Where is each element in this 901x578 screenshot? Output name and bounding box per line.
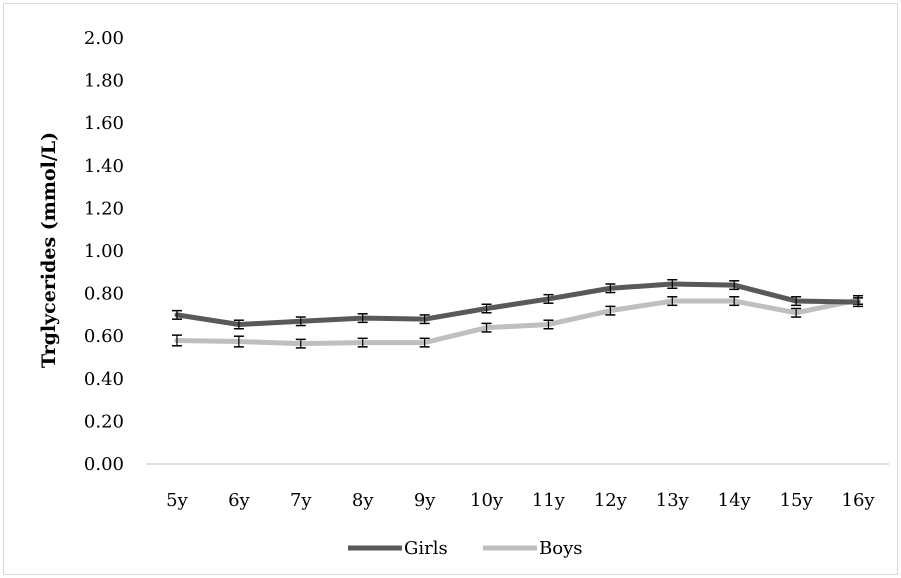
error-bar <box>853 297 864 308</box>
error-bar <box>729 280 740 291</box>
legend-label: Boys <box>539 538 582 559</box>
error-bar <box>667 296 678 307</box>
y-tick-label: 0.00 <box>84 454 124 475</box>
error-bar <box>233 319 244 330</box>
error-bar <box>481 303 492 314</box>
x-tick-labels: 5y 6y 7y 8y 9y 10y 11y 12y 13y 14y 15y 16y <box>166 490 875 511</box>
x-tick-label: 9y <box>414 490 436 511</box>
y-tick-label: 2.00 <box>84 28 124 49</box>
error-bar <box>667 279 678 290</box>
x-tick-label: 7y <box>290 490 312 511</box>
error-bar <box>295 338 306 349</box>
y-tick-label: 0.40 <box>84 369 124 390</box>
x-tick-label: 14y <box>718 490 752 511</box>
y-tick-label: 1.40 <box>84 156 124 177</box>
series-line-boys <box>174 297 861 347</box>
error-bar <box>295 316 306 327</box>
error-bar <box>357 337 368 348</box>
error-bar <box>171 334 182 347</box>
y-axis-title: Trglycerides (mmol/L) <box>38 132 60 368</box>
x-tick-label: 6y <box>228 490 250 511</box>
error-bar <box>791 307 802 318</box>
error-bar <box>605 305 616 316</box>
series-boys <box>171 294 864 349</box>
error-bar <box>729 296 740 307</box>
y-tick-label: 1.00 <box>84 241 124 262</box>
x-tick-label: 5y <box>166 490 188 511</box>
y-tick-label: 0.60 <box>84 326 124 347</box>
series-line-girls <box>174 281 861 327</box>
y-tick-labels: 0.00 0.20 0.40 0.60 0.80 1.00 1.20 1.40 1.60 1.80… <box>84 28 124 475</box>
legend-item-boys: Boys <box>483 538 582 559</box>
legend-item-girls: Girls <box>348 538 448 559</box>
series-layer <box>171 279 864 349</box>
error-bar <box>419 337 430 348</box>
x-tick-label: 12y <box>594 490 628 511</box>
error-bar <box>233 335 244 348</box>
y-tick-label: 1.60 <box>84 113 124 134</box>
line-chart: Trglycerides (mmol/L) 0.000.200.400.600.… <box>38 28 889 559</box>
x-tick-label: 15y <box>780 490 814 511</box>
x-tick-label: 16y <box>842 490 876 511</box>
y-tick-label: 1.20 <box>84 198 124 219</box>
series-girls <box>171 279 864 330</box>
error-bar <box>543 293 554 304</box>
error-bar <box>481 322 492 333</box>
error-bar <box>543 319 554 330</box>
y-tick-label: 0.80 <box>84 284 124 305</box>
legend: Girls Boys <box>348 538 582 559</box>
error-bar <box>357 313 368 324</box>
x-tick-label: 11y <box>532 490 566 511</box>
x-tick-label: 10y <box>470 490 504 511</box>
x-tick-label: 8y <box>352 490 374 511</box>
error-bar <box>791 296 802 307</box>
error-bar <box>171 309 182 320</box>
x-tick-label: 13y <box>656 490 690 511</box>
error-bar <box>605 283 616 294</box>
error-bar <box>419 314 430 325</box>
y-tick-label: 1.80 <box>84 71 124 92</box>
chart-frame: Trglycerides (mmol/L) 0.00 0.20 0.40 0.60 0.… <box>3 3 898 575</box>
legend-label: Girls <box>404 538 448 559</box>
y-tick-label: 0.20 <box>84 411 124 432</box>
